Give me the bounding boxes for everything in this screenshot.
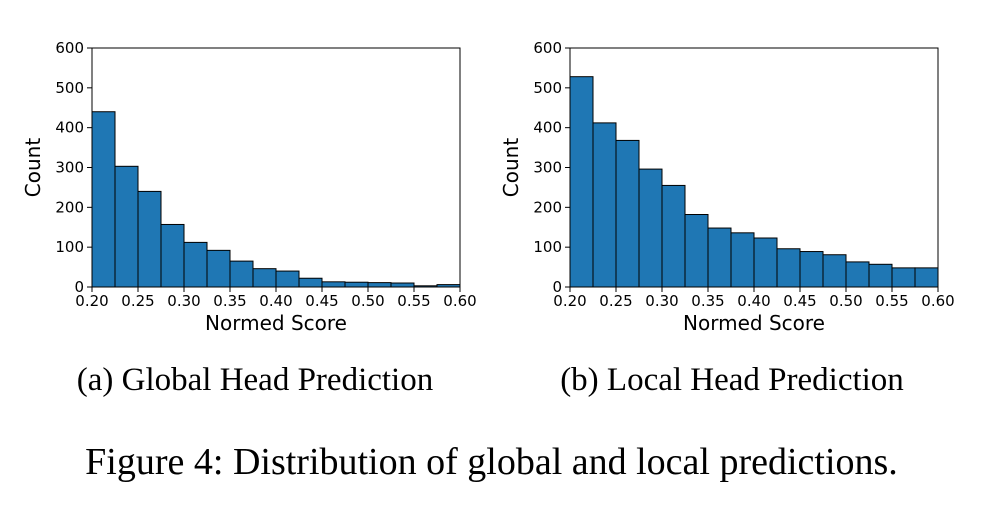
x-tick-label: 0.55	[875, 292, 908, 310]
histogram-bar	[321, 281, 346, 288]
y-axis-label: Count	[21, 138, 45, 198]
histogram-bar	[845, 261, 870, 288]
y-tick-label: 300	[533, 159, 562, 177]
x-tick-label: 0.50	[829, 292, 862, 310]
x-tick-label: 0.40	[259, 292, 292, 310]
chart-panel-a: 0 100 200 300 400 500 600 0.20 0.25 0.30 0.35 0.40 0…	[10, 30, 480, 350]
x-tick-label: 0.30	[167, 292, 200, 310]
histogram-bar	[638, 168, 663, 288]
histogram-bar	[275, 270, 300, 288]
histogram-bar	[114, 165, 139, 288]
histogram-bar	[229, 260, 254, 288]
histogram-bar	[183, 241, 208, 288]
y-tick-label: 600	[533, 39, 562, 57]
subcaption-b: (b) Local Head Prediction	[560, 362, 904, 398]
x-tick-label: 0.60	[921, 292, 954, 310]
histogram-local: 0 100 200 300 400 500 600 0.20 0.25 0.30 0.35 0.40 0…	[499, 39, 955, 335]
y-tick-label: 500	[55, 79, 84, 97]
histogram-bar	[914, 267, 939, 288]
y-tick-label: 0	[74, 278, 84, 296]
histogram-bar	[684, 214, 709, 288]
x-tick-label: 0.60	[443, 292, 476, 310]
y-tick-label: 100	[55, 238, 84, 256]
x-axis-label: Normed Score	[205, 311, 347, 335]
y-tick-label: 500	[533, 79, 562, 97]
histogram-bar	[91, 111, 116, 288]
y-tick-label: 100	[533, 238, 562, 256]
y-axis-label: Count	[499, 138, 523, 198]
histogram-bar	[776, 248, 801, 288]
chart-panel-b: 0 100 200 300 400 500 600 0.20 0.25 0.30 0.35 0.40 0…	[488, 30, 958, 350]
histogram-bar	[367, 282, 392, 288]
y-tick-label: 400	[55, 119, 84, 137]
histogram-bar	[868, 263, 893, 288]
y-tick-label: 300	[55, 159, 84, 177]
histogram-bar	[707, 227, 732, 288]
x-tick-label: 0.25	[121, 292, 154, 310]
y-tick-label: 600	[55, 39, 84, 57]
x-tick-label: 0.45	[305, 292, 338, 310]
histogram-bar	[730, 232, 755, 288]
x-tick-label: 0.30	[645, 292, 678, 310]
x-axis-label: Normed Score	[683, 311, 825, 335]
histogram-bar	[615, 139, 640, 288]
histogram-bar	[298, 277, 323, 288]
histogram-bar	[661, 184, 686, 288]
x-tick-label: 0.25	[599, 292, 632, 310]
histogram-bar	[592, 122, 617, 288]
subcaption-a: (a) Global Head Prediction	[76, 362, 434, 398]
x-tick-label: 0.50	[351, 292, 384, 310]
figure-caption: Figure 4: Distribution of global and loc…	[85, 441, 898, 483]
x-tick-label: 0.20	[75, 292, 108, 310]
histogram-global: 0 100 200 300 400 500 600 0.20 0.25 0.30 0.35 0.40 0…	[21, 39, 477, 335]
x-tick-label: 0.35	[691, 292, 724, 310]
x-tick-label: 0.55	[397, 292, 430, 310]
histogram-bar	[891, 267, 916, 288]
histogram-bar	[822, 254, 847, 288]
histogram-bar	[252, 268, 277, 288]
histogram-bar	[753, 237, 778, 288]
histogram-bar	[160, 223, 185, 288]
histogram-bar	[206, 249, 231, 288]
y-tick-label: 0	[552, 278, 562, 296]
y-tick-label: 200	[55, 198, 84, 216]
x-tick-label: 0.40	[737, 292, 770, 310]
x-tick-label: 0.20	[553, 292, 586, 310]
x-tick-label: 0.35	[213, 292, 246, 310]
histogram-bar	[137, 190, 162, 288]
histogram-bar	[390, 282, 415, 288]
histogram-bar	[799, 251, 824, 288]
y-tick-label: 200	[533, 198, 562, 216]
x-tick-label: 0.45	[783, 292, 816, 310]
histogram-bar	[569, 76, 594, 288]
histogram-bar	[344, 281, 369, 288]
y-tick-label: 400	[533, 119, 562, 137]
